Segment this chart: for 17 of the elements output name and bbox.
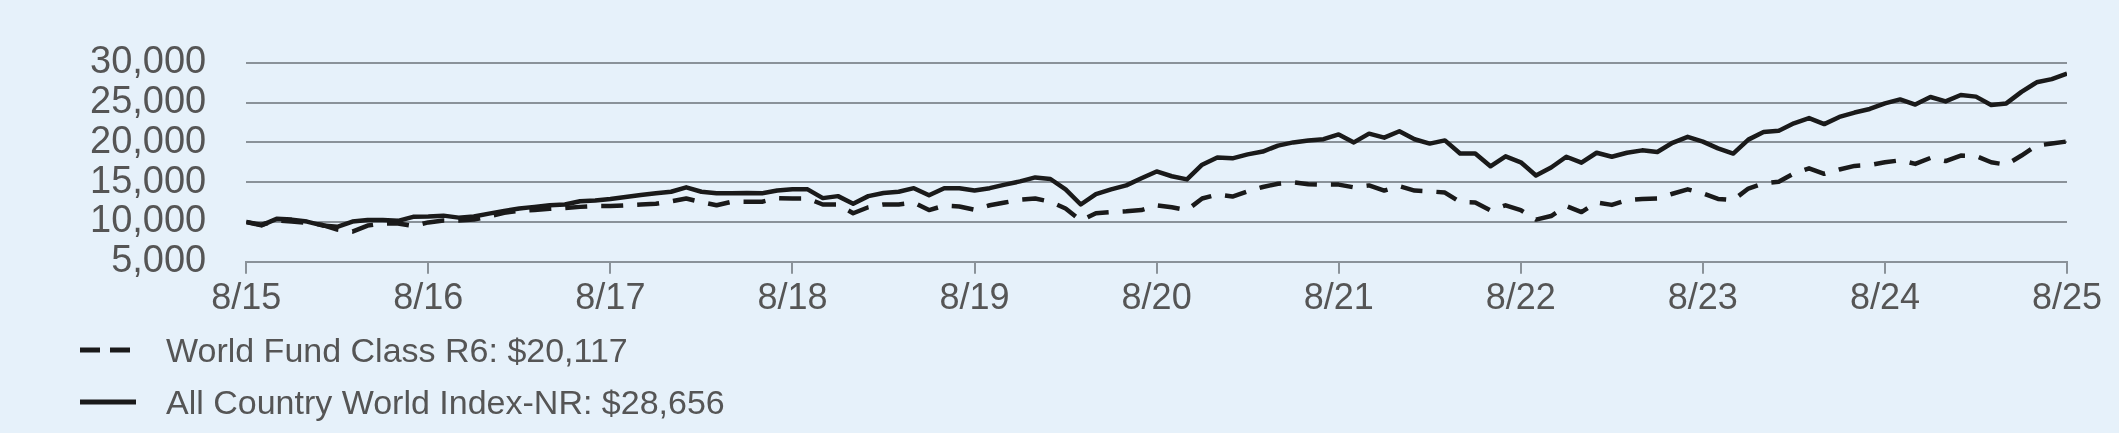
x-tick-label: 8/15: [211, 276, 282, 318]
legend-label: All Country World Index-NR: $28,656: [166, 382, 725, 422]
y-tick-label: 5,000: [111, 238, 207, 281]
y-tick-label: 30,000: [89, 39, 207, 82]
y-tick-label: 15,000: [89, 158, 207, 201]
x-tick-label: 8/25: [2031, 276, 2103, 318]
x-tick-label: 8/23: [1667, 276, 1738, 318]
x-tick-label: 8/19: [939, 276, 1010, 318]
x-tick-label: 8/20: [1121, 276, 1192, 318]
x-tick-label: 8/17: [575, 276, 646, 318]
x-tick-label: 8/18: [757, 276, 828, 318]
x-tick-label: 8/21: [1303, 276, 1374, 318]
x-tick-label: 8/22: [1485, 276, 1556, 318]
y-tick-label: 10,000: [89, 198, 207, 241]
x-tick-label: 8/16: [393, 276, 464, 318]
legend-label: World Fund Class R6: $20,117: [166, 330, 628, 370]
x-tick-label: 8/24: [1849, 276, 1920, 318]
